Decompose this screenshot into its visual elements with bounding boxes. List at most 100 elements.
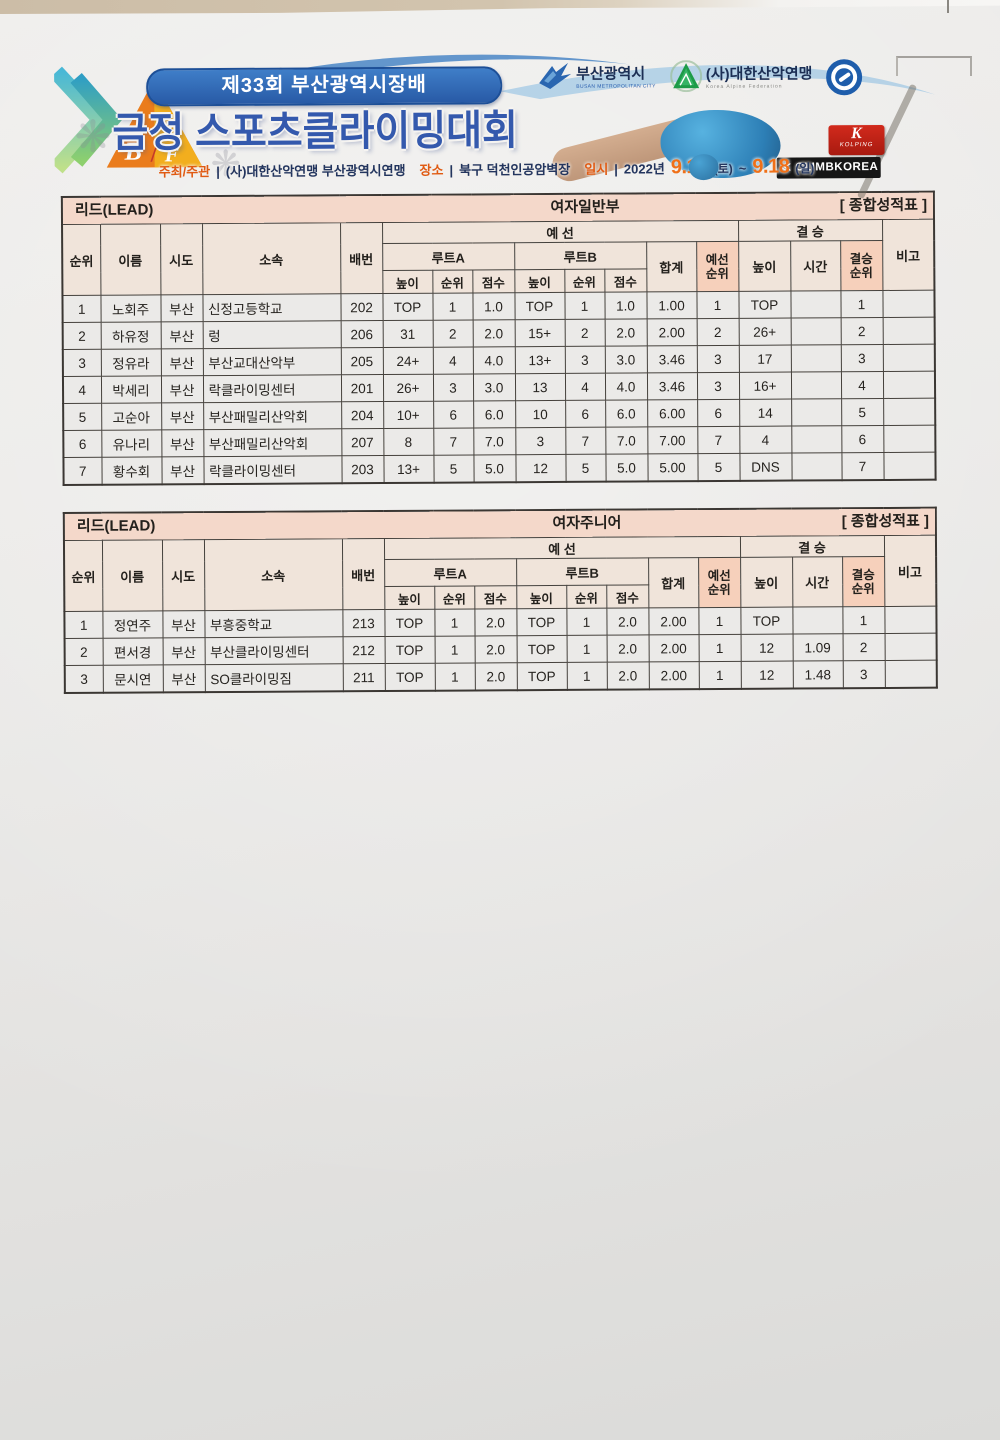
name-cell: 노회주: [100, 294, 161, 323]
routeb-rank-cell: 1: [566, 662, 607, 690]
division-label: 여자주니어: [552, 514, 622, 533]
prelim-total-cell: 3.46: [646, 372, 698, 400]
final-height-cell: TOP: [740, 607, 793, 635]
note-cell: [882, 371, 936, 399]
routea-rank-cell: 2: [432, 319, 473, 348]
name-cell: 박세리: [100, 375, 162, 404]
team-cell: 신정고등학교: [202, 293, 341, 322]
rank-cell: 4: [62, 376, 102, 404]
region-cell: 부산: [161, 402, 204, 430]
routea-height-cell: TOP: [384, 609, 435, 637]
team-cell: 부산클라이밍센터: [204, 636, 343, 665]
region-cell: 부산: [162, 637, 205, 665]
team-cell: 락클라이밍센터: [203, 455, 342, 485]
region-cell: 부산: [162, 610, 205, 638]
document-content: ❋ ❋ ❋ 제33회 부산광역시장배 B / F 금정 스포츠클라이밍대회: [54, 51, 940, 694]
name-cell: 편서경: [102, 637, 163, 666]
final-rank-cell: 6: [841, 425, 884, 453]
final-rank-cell: 5: [841, 398, 884, 426]
kolping-logo: K KOLPING: [828, 124, 885, 156]
region-cell: 부산: [160, 321, 203, 349]
bib-cell: 206: [340, 320, 383, 348]
final-time-cell: [791, 398, 842, 427]
col-header-route-b: 루트B: [514, 241, 647, 270]
prelim-total-cell: 5.00: [647, 453, 698, 482]
sheet-label: [ 종합성적표 ]: [841, 512, 930, 531]
rank-cell: 1: [64, 611, 103, 639]
background-edge-line: [947, 0, 949, 13]
col-header-final-time: 시간: [792, 556, 843, 608]
final-height-cell: 17: [738, 345, 791, 373]
col-header-score-a: 점수: [474, 585, 517, 609]
routea-score-cell: 3.0: [472, 373, 516, 401]
final-rank-cell: 2: [842, 633, 885, 661]
routeb-score-cell: 6.0: [605, 399, 648, 428]
col-header-region: 시도: [160, 223, 203, 295]
routea-rank-cell: 1: [434, 608, 475, 637]
col-header-rank: 순위: [63, 540, 103, 612]
bib-cell: 202: [340, 293, 383, 321]
col-header-team: 소속: [202, 222, 341, 295]
rank-cell: 6: [63, 430, 102, 458]
partner-logos: 부산광역시 BUSAN METROPOLITAN CITY (사)대한산악연맹 …: [538, 59, 863, 97]
federation-emblem-icon: [826, 59, 863, 96]
col-header-score-b: 점수: [604, 268, 647, 293]
name-cell: 정유라: [100, 348, 161, 377]
routea-height-cell: 8: [383, 428, 434, 456]
prelim-rank-cell: 5: [697, 453, 740, 482]
col-header-total: 합계: [646, 241, 697, 292]
routea-score-cell: 2.0: [474, 635, 517, 663]
prelim-total-cell: 2.00: [648, 661, 699, 690]
team-cell: 렁: [202, 320, 341, 349]
routea-rank-cell: 6: [433, 400, 474, 429]
routeb-score-cell: 2.0: [606, 634, 649, 663]
prelim-rank-cell: 1: [698, 661, 741, 690]
place-label: 장소: [419, 162, 444, 178]
alpine-federation-logo: (사)대한산악연맹 Korea Alpine Federation: [669, 59, 813, 93]
name-cell: 고순아: [101, 402, 162, 431]
prelim-total-cell: 7.00: [647, 426, 698, 454]
date-label: 일시: [584, 161, 609, 177]
bib-cell: 204: [341, 401, 384, 429]
col-header-team: 소속: [203, 538, 343, 611]
note-cell: [882, 344, 936, 372]
event-label: 리드(LEAD): [76, 517, 156, 535]
busan-logo-sub: BUSAN METROPOLITAN CITY: [576, 82, 656, 90]
final-height-cell: 12: [740, 634, 793, 662]
routeb-height-cell: TOP: [514, 292, 565, 320]
prelim-rank-cell: 1: [698, 634, 741, 662]
prelim-total-cell: 6.00: [647, 399, 698, 427]
bib-cell: 207: [341, 428, 384, 456]
region-cell: 부산: [161, 456, 204, 485]
routea-rank-cell: 4: [432, 346, 473, 375]
routeb-score-cell: 2.0: [606, 607, 649, 636]
division-label: 여자일반부: [550, 198, 620, 217]
final-time-cell: [792, 606, 843, 635]
routeb-score-cell: 7.0: [605, 426, 648, 455]
routeb-rank-cell: 4: [564, 373, 606, 401]
date-end: 9.18: [752, 155, 790, 178]
final-height-cell: 26+: [738, 318, 791, 346]
routeb-rank-cell: 1: [564, 292, 605, 320]
date-year: 2022년: [623, 161, 665, 177]
note-cell: [883, 425, 936, 453]
bf-letter-f: F: [164, 141, 180, 166]
routea-rank-cell: 1: [432, 292, 473, 321]
final-rank-cell: 2: [840, 317, 883, 345]
col-header-prelim: 예 선: [382, 220, 739, 244]
note-cell: [882, 290, 935, 318]
routea-rank-cell: 1: [434, 662, 475, 691]
background-frame-corner: [896, 56, 972, 76]
routeb-height-cell: TOP: [516, 608, 567, 636]
col-header-region: 시도: [161, 539, 205, 611]
team-cell: 부산패밀리산악회: [203, 401, 342, 430]
col-header-prelim: 예 선: [383, 536, 741, 560]
event-banner: ❋ ❋ ❋ 제33회 부산광역시장배 B / F 금정 스포츠클라이밍대회: [54, 51, 937, 200]
note-cell: [883, 398, 936, 426]
col-header-name: 이름: [100, 223, 161, 296]
name-cell: 황수회: [101, 456, 162, 485]
bib-cell: 213: [342, 609, 385, 637]
svg-text:/: /: [150, 141, 158, 167]
col-header-total: 합계: [648, 557, 699, 608]
prelim-rank-cell: 1: [696, 291, 739, 319]
